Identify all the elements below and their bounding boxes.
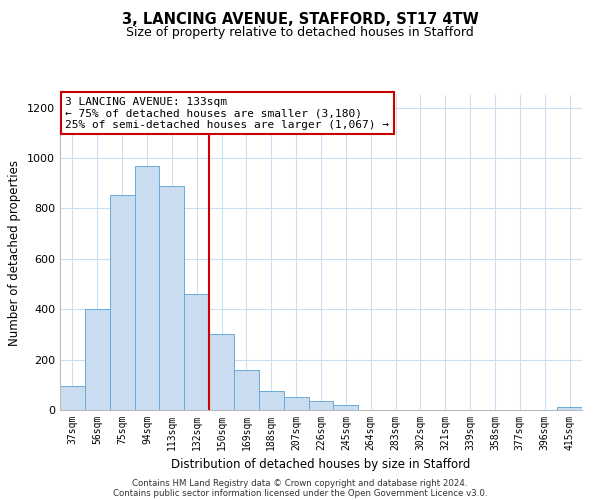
Bar <box>85 309 110 410</box>
Bar <box>284 397 308 410</box>
Bar <box>259 391 284 410</box>
Bar <box>557 408 582 410</box>
Bar <box>134 166 160 410</box>
Text: Size of property relative to detached houses in Stafford: Size of property relative to detached ho… <box>126 26 474 39</box>
Bar <box>234 370 259 410</box>
Bar <box>334 405 358 410</box>
Bar <box>308 401 334 410</box>
Text: Contains HM Land Registry data © Crown copyright and database right 2024.: Contains HM Land Registry data © Crown c… <box>132 478 468 488</box>
Text: 3, LANCING AVENUE, STAFFORD, ST17 4TW: 3, LANCING AVENUE, STAFFORD, ST17 4TW <box>122 12 478 28</box>
Bar <box>60 386 85 410</box>
Bar <box>184 294 209 410</box>
Bar <box>160 186 184 410</box>
Bar <box>209 334 234 410</box>
Bar <box>110 194 134 410</box>
Text: 3 LANCING AVENUE: 133sqm
← 75% of detached houses are smaller (3,180)
25% of sem: 3 LANCING AVENUE: 133sqm ← 75% of detach… <box>65 96 389 130</box>
Y-axis label: Number of detached properties: Number of detached properties <box>8 160 22 346</box>
Text: Contains public sector information licensed under the Open Government Licence v3: Contains public sector information licen… <box>113 488 487 498</box>
X-axis label: Distribution of detached houses by size in Stafford: Distribution of detached houses by size … <box>172 458 470 471</box>
